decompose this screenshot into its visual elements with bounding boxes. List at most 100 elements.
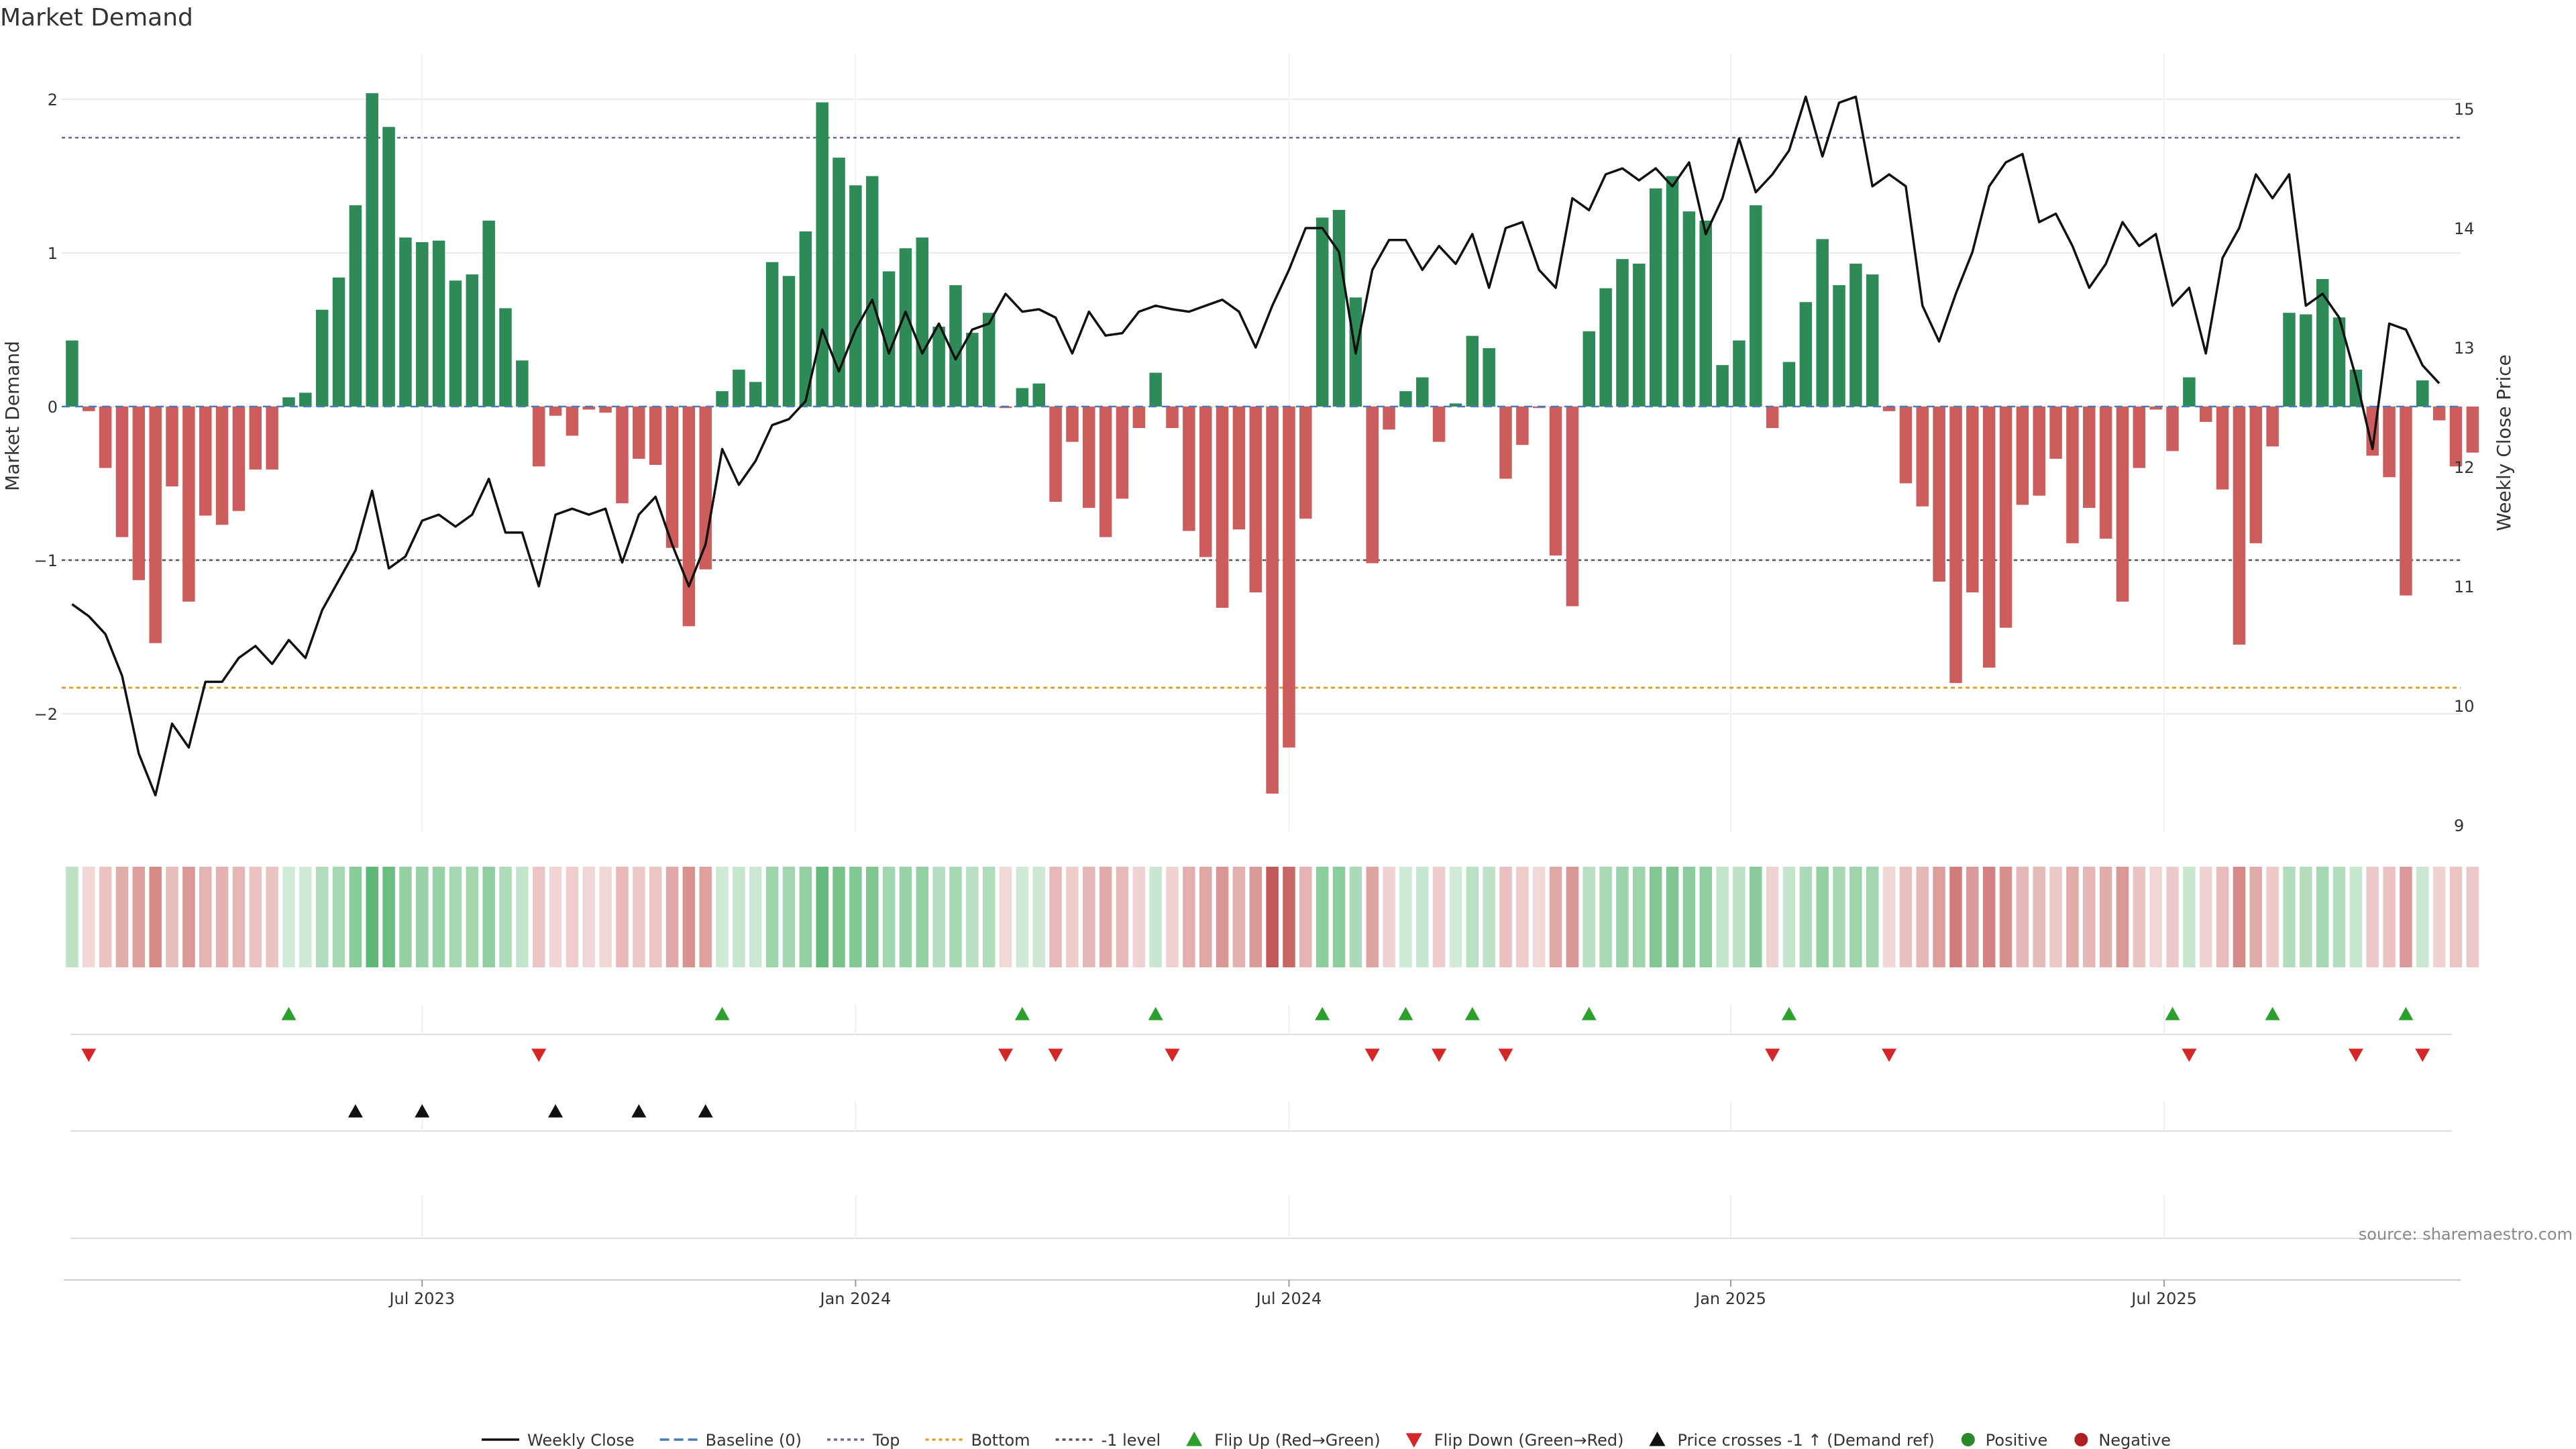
heat-cell — [1399, 867, 1412, 967]
heat-cell — [2183, 867, 2196, 967]
x-tick-label: Jan 2025 — [1694, 1289, 1766, 1308]
legend-label: Flip Up (Red→Green) — [1214, 1431, 1381, 1449]
demand-bar-negative — [2116, 407, 2129, 602]
heat-cell — [1066, 867, 1079, 967]
flip-down-marker — [81, 1049, 97, 1062]
demand-bar-positive — [1666, 176, 1679, 407]
demand-bar-positive — [1649, 188, 1662, 407]
flip-down-marker — [1432, 1049, 1447, 1062]
heat-cell — [1349, 867, 1362, 967]
heat-cell — [1016, 867, 1029, 967]
demand-bar-positive — [66, 340, 78, 407]
flip-down-marker — [531, 1049, 547, 1062]
demand-bar-negative — [1982, 407, 1996, 668]
legend-label: Bottom — [971, 1431, 1030, 1449]
heat-cell — [1432, 867, 1446, 967]
legend-label: Price crosses -1 ↑ (Demand ref) — [1678, 1431, 1935, 1449]
demand-bar-negative — [1949, 407, 1962, 684]
x-tick-label: Jul 2025 — [2130, 1289, 2197, 1308]
flip-up-marker — [2265, 1007, 2280, 1020]
heat-cell — [932, 867, 945, 967]
legend-swatch — [2074, 1433, 2088, 1446]
heat-cell — [432, 867, 445, 967]
heat-cell — [249, 867, 262, 967]
demand-bar-positive — [816, 102, 828, 407]
legend-label: -1 level — [1102, 1431, 1161, 1449]
demand-bar-positive — [982, 313, 996, 407]
flip-up-marker — [1464, 1007, 1480, 1020]
flip-down-marker — [998, 1049, 1014, 1062]
demand-bar-positive — [966, 333, 979, 407]
flip-up-marker — [1315, 1007, 1330, 1020]
heat-cell — [2133, 867, 2146, 967]
heat-cell — [1416, 867, 1429, 967]
price-cross-marker — [415, 1104, 430, 1118]
heat-cell — [1083, 867, 1095, 967]
demand-bar-positive — [1483, 347, 1495, 407]
chart-title: Market Demand — [0, 4, 193, 32]
heat-cell — [665, 867, 679, 967]
heat-cell — [2199, 867, 2212, 967]
heat-cell — [1499, 867, 1512, 967]
heat-cell — [1782, 867, 1796, 967]
demand-bar-negative — [2033, 407, 2045, 496]
demand-bar-negative — [566, 407, 579, 436]
demand-bar-negative — [2199, 407, 2212, 422]
heat-cell — [2449, 867, 2463, 967]
heat-cell — [499, 867, 512, 967]
demand-bar-negative — [649, 407, 662, 466]
demand-bar-negative — [2383, 407, 2396, 478]
demand-bar-positive — [499, 308, 512, 407]
heat-cell — [582, 867, 596, 967]
demand-bar-positive — [399, 237, 412, 407]
demand-bar-negative — [682, 407, 696, 627]
heat-cell — [1449, 867, 1462, 967]
demand-bar-negative — [1366, 407, 1379, 564]
heat-cell — [2349, 867, 2363, 967]
demand-bar-positive — [449, 280, 462, 407]
heat-cell — [1733, 867, 1746, 967]
heat-cell — [416, 867, 429, 967]
y2-tick-label: 11 — [2454, 578, 2475, 596]
demand-bar-negative — [1083, 407, 1095, 508]
heat-cell — [1132, 867, 1146, 967]
flip-down-marker — [1048, 1049, 1063, 1062]
heat-cell — [1816, 867, 1829, 967]
x-tick-label: Jul 2023 — [388, 1289, 455, 1308]
flip-down-marker — [2182, 1049, 2197, 1062]
heat-cell — [1716, 867, 1729, 967]
demand-bar-negative — [2400, 407, 2412, 596]
flip-down-marker — [1498, 1049, 1513, 1062]
heat-cell — [366, 867, 378, 967]
demand-bar-negative — [2049, 407, 2062, 459]
demand-bar-positive — [2183, 377, 2196, 407]
flip-up-marker — [1014, 1007, 1030, 1020]
heat-cell — [2383, 867, 2396, 967]
demand-bar-negative — [132, 407, 146, 580]
heat-cell — [2332, 867, 2346, 967]
heat-cell — [1283, 867, 1295, 967]
demand-bar-negative — [2099, 407, 2112, 539]
demand-bar-positive — [865, 176, 879, 407]
heat-cell — [2033, 867, 2045, 967]
demand-bar-positive — [2349, 370, 2363, 407]
heat-cell — [1799, 867, 1813, 967]
demand-bar-positive — [1799, 302, 1813, 407]
heat-cell — [649, 867, 662, 967]
heat-cell — [699, 867, 712, 967]
demand-bar-negative — [249, 407, 262, 470]
demand-bar-positive — [1466, 335, 1479, 407]
flip-down-marker — [2348, 1049, 2363, 1062]
heat-cell — [382, 867, 395, 967]
heat-cell — [716, 867, 729, 967]
demand-bar-negative — [1166, 407, 1179, 429]
demand-bar-negative — [83, 407, 95, 411]
demand-bar-negative — [616, 407, 629, 504]
demand-bar-negative — [1549, 407, 1562, 556]
left-axis-ticks: 2 1 0 −1 −2 — [34, 91, 58, 724]
heat-cell — [132, 867, 146, 967]
demand-bar-positive — [1716, 365, 1729, 407]
demand-bar-negative — [1299, 407, 1312, 519]
demand-bar-negative — [2216, 407, 2229, 490]
